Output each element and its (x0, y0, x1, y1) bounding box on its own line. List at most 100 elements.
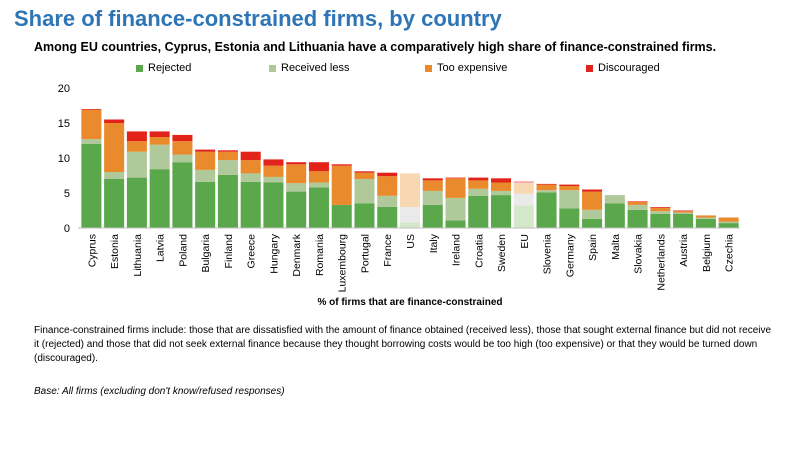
bar-segment (377, 172, 398, 177)
x-category-label: Romania (314, 234, 326, 276)
chart-title: Share of finance-constrained firms, by c… (14, 6, 502, 31)
bar-segment (695, 217, 716, 219)
x-axis-title: % of firms that are finance-constrained (317, 297, 502, 308)
bar-segment (240, 181, 261, 228)
chart-legend: Rejected Received less Too expensive Dis… (0, 62, 800, 78)
bar-segment (377, 195, 398, 207)
bar-segment (149, 144, 170, 170)
bar-segment (559, 186, 580, 191)
bar-segment (377, 207, 398, 228)
bar-segment (308, 171, 329, 183)
bar-segment (695, 215, 716, 218)
x-category-label: Denmark (291, 233, 303, 276)
bar-segment (104, 179, 125, 228)
bar-segment (650, 207, 671, 208)
bar-segment (422, 180, 443, 191)
legend-swatch-rejected (136, 64, 143, 72)
bar-segment (513, 205, 534, 228)
stacked-bar-chart: 0 5 10 15 20 Cyprus Estonia Lithuania Latvia Pola… (58, 83, 740, 308)
x-category-label: Belgium (701, 234, 713, 272)
bar-segment (536, 183, 557, 185)
legend-label-rejected: Rejected (148, 62, 192, 74)
definition-footnote: Finance-constrained firms include: those… (34, 325, 772, 364)
bar-segment (172, 134, 193, 142)
bar-segment (217, 150, 238, 152)
bar-segment (286, 164, 307, 184)
legend-item-discouraged: Discouraged (586, 62, 660, 74)
bar-segment (468, 195, 489, 228)
bar-segment (536, 192, 557, 228)
bar-segment (445, 220, 466, 228)
x-category-label: Estonia (109, 234, 121, 269)
bar-segment (172, 162, 193, 228)
bar-segment (491, 178, 512, 183)
x-category-label: Spain (587, 234, 599, 261)
bar-segment (126, 141, 147, 152)
legend-swatch-discouraged (586, 64, 593, 72)
bar-segment (331, 204, 352, 228)
x-category-label: Czechia (724, 234, 736, 272)
bar-segment (468, 180, 489, 189)
legend-label-too-expensive: Too expensive (437, 62, 508, 74)
bar-segment (468, 177, 489, 181)
legend-item-too-expensive: Too expensive (425, 62, 507, 74)
bar-segment (559, 184, 580, 186)
bar-segment (149, 131, 170, 137)
bar-segment (195, 169, 216, 182)
bar-segment (627, 201, 648, 203)
y-tick-label: 10 (58, 153, 70, 165)
bar-segment (491, 195, 512, 228)
bar-segment (513, 193, 534, 206)
bar-segment (331, 165, 352, 205)
x-category-label: Slovakia (633, 234, 645, 274)
bar-segment (104, 123, 125, 172)
base-footnote: Base: All firms (excluding don't know/re… (34, 386, 285, 397)
bar-segment (536, 184, 557, 191)
bar-segment (308, 187, 329, 228)
y-tick-label: 15 (58, 118, 70, 130)
bar-segment (627, 204, 648, 210)
bar-segment (263, 159, 284, 166)
bar-segment (604, 203, 625, 228)
bar-segment (286, 183, 307, 192)
bar-segment (673, 214, 694, 228)
bar-segment (263, 182, 284, 228)
bar-segment (445, 197, 466, 221)
bar-segment (81, 109, 102, 110)
bar-segment (582, 191, 603, 210)
bar-segment (263, 176, 284, 183)
y-tick-label: 0 (64, 223, 70, 235)
bar-segment (217, 151, 238, 161)
bar-segment (104, 119, 125, 123)
bar-segment (536, 190, 557, 193)
bar-segment (399, 222, 421, 228)
bar-segment (240, 173, 261, 182)
bar-segment (604, 195, 625, 204)
bar-segment (81, 144, 102, 228)
bar-segment (445, 177, 466, 179)
x-category-label: US (405, 234, 417, 249)
bar-segment (650, 214, 671, 228)
bar-segment (240, 160, 261, 174)
x-category-label: Ireland (451, 234, 463, 266)
x-category-label: Greece (246, 234, 258, 269)
bar-segment (172, 154, 193, 163)
bar-segment (217, 160, 238, 175)
bar-segment (695, 218, 716, 228)
bar-segment (513, 183, 534, 194)
bar-segment (354, 203, 375, 228)
bar-segment (673, 211, 694, 213)
bar-segment (422, 190, 443, 205)
bar-segment (263, 165, 284, 177)
bar-segment (582, 189, 603, 192)
bar-segment (195, 151, 216, 170)
bar-segment (195, 181, 216, 228)
bar-segment (718, 221, 739, 224)
bar-segment (627, 202, 648, 205)
bar-segment (331, 164, 352, 166)
bar-segment (650, 211, 671, 214)
bar-segment (354, 179, 375, 204)
bar-segment (354, 171, 375, 173)
bar-segment (149, 169, 170, 228)
bar-segment (172, 141, 193, 155)
